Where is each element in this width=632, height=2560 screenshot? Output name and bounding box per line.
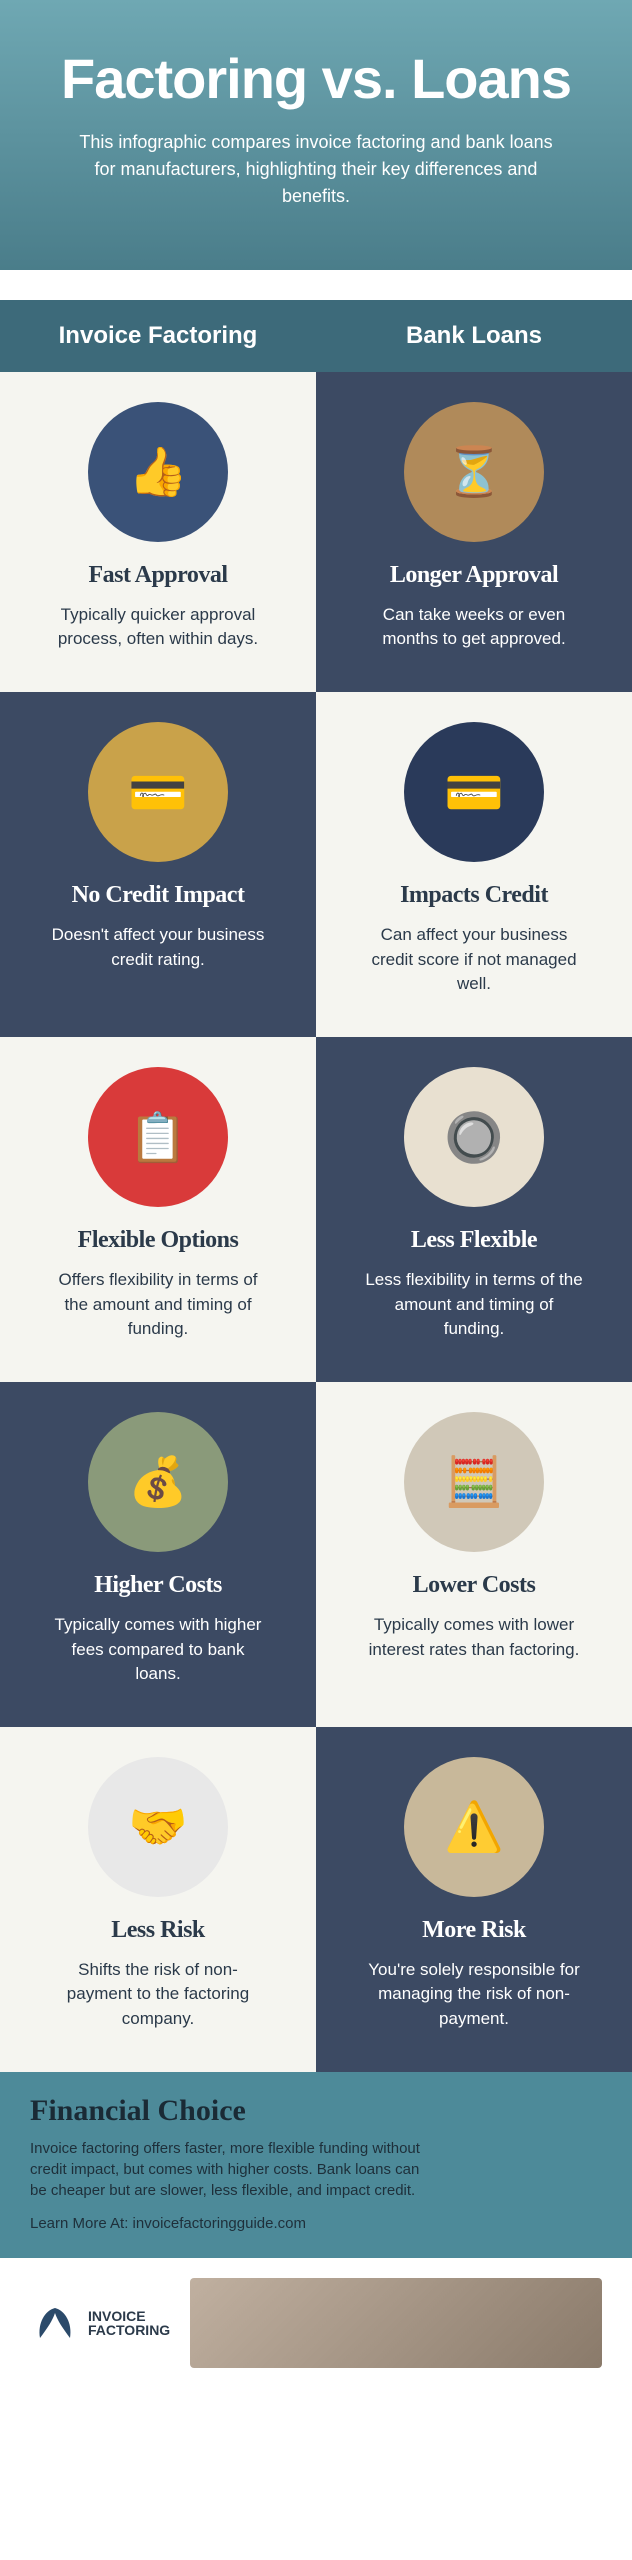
cell-title: Less Flexible xyxy=(411,1227,537,1254)
cell-description: You're solely responsible for managing t… xyxy=(364,1958,584,2032)
cell-description: Offers flexibility in terms of the amoun… xyxy=(48,1268,268,1342)
learn-more-text: Learn More At: invoicefactoringguide.com xyxy=(30,2215,602,2232)
cell-image: ⏳ xyxy=(404,402,544,542)
footer-image xyxy=(190,2278,602,2368)
conclusion-body: Invoice factoring offers faster, more fl… xyxy=(30,2138,430,2201)
cell-image: 📋 xyxy=(88,1067,228,1207)
cell-title: Higher Costs xyxy=(94,1572,222,1599)
cell-title: No Credit Impact xyxy=(72,882,245,909)
footer: INVOICE FACTORING xyxy=(0,2258,632,2388)
comparison-cell: 💳 No Credit Impact Doesn't affect your bus… xyxy=(0,692,316,1037)
cell-image: 💰 xyxy=(88,1412,228,1552)
column-headers: Invoice Factoring Bank Loans xyxy=(0,300,632,372)
comparison-cell: 👍 Fast Approval Typically quicker approval… xyxy=(0,372,316,692)
conclusion-title: Financial Choice xyxy=(30,2094,602,2128)
cell-description: Typically comes with lower interest rate… xyxy=(364,1613,584,1662)
cell-title: Less Risk xyxy=(111,1917,205,1944)
cell-description: Shifts the risk of non-payment to the fa… xyxy=(48,1958,268,2032)
logo-text-1: INVOICE xyxy=(88,2309,170,2323)
comparison-cell: 🧮 Lower Costs Typically comes with lower i… xyxy=(316,1382,632,1727)
cell-title: More Risk xyxy=(422,1917,526,1944)
comparison-grid: 👍 Fast Approval Typically quicker approval… xyxy=(0,372,632,2072)
brand-logo: INVOICE FACTORING xyxy=(30,2298,170,2348)
comparison-cell: 📋 Flexible Options Offers flexibility in t… xyxy=(0,1037,316,1382)
page-title: Factoring vs. Loans xyxy=(40,50,592,109)
cell-description: Doesn't affect your business credit rati… xyxy=(48,923,268,972)
logo-text-2: FACTORING xyxy=(88,2323,170,2337)
page-subtitle: This infographic compares invoice factor… xyxy=(76,129,556,210)
cell-image: 💳 xyxy=(404,722,544,862)
cell-description: Typically quicker approval process, ofte… xyxy=(48,603,268,652)
comparison-cell: 🔘 Less Flexible Less flexibility in terms … xyxy=(316,1037,632,1382)
cell-title: Fast Approval xyxy=(88,562,227,589)
header: Factoring vs. Loans This infographic com… xyxy=(0,0,632,270)
cell-title: Impacts Credit xyxy=(400,882,548,909)
comparison-cell: 💳 Impacts Credit Can affect your business … xyxy=(316,692,632,1037)
comparison-cell: 💰 Higher Costs Typically comes with higher… xyxy=(0,1382,316,1727)
conclusion-panel: Financial Choice Invoice factoring offer… xyxy=(0,2072,632,2258)
cell-description: Can take weeks or even months to get app… xyxy=(364,603,584,652)
cell-image: 🧮 xyxy=(404,1412,544,1552)
column-header-left: Invoice Factoring xyxy=(0,300,316,372)
cell-title: Lower Costs xyxy=(413,1572,536,1599)
cell-description: Less flexibility in terms of the amount … xyxy=(364,1268,584,1342)
cell-image: 💳 xyxy=(88,722,228,862)
cell-description: Typically comes with higher fees compare… xyxy=(48,1613,268,1687)
comparison-cell: ⏳ Longer Approval Can take weeks or even m… xyxy=(316,372,632,692)
cell-image: ⚠️ xyxy=(404,1757,544,1897)
cell-image: 🤝 xyxy=(88,1757,228,1897)
cell-title: Flexible Options xyxy=(78,1227,239,1254)
column-header-right: Bank Loans xyxy=(316,300,632,372)
wings-icon xyxy=(30,2298,80,2348)
cell-image: 🔘 xyxy=(404,1067,544,1207)
comparison-cell: 🤝 Less Risk Shifts the risk of non-payment… xyxy=(0,1727,316,2072)
cell-image: 👍 xyxy=(88,402,228,542)
cell-title: Longer Approval xyxy=(390,562,558,589)
cell-description: Can affect your business credit score if… xyxy=(364,923,584,997)
comparison-cell: ⚠️ More Risk You're solely responsible for… xyxy=(316,1727,632,2072)
